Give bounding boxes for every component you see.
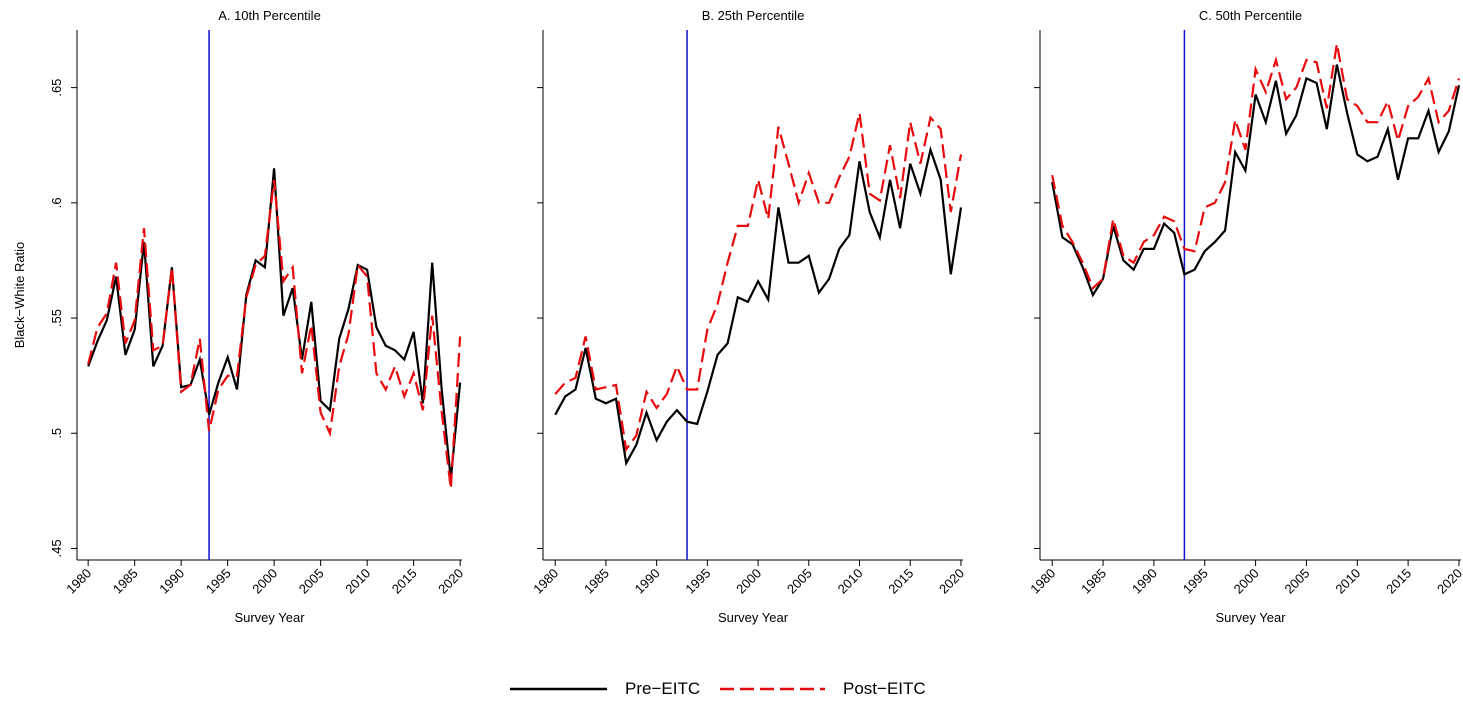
series-line xyxy=(87,168,462,480)
x-axis-label: Survey Year xyxy=(234,610,305,625)
x-tick-label: 1995 xyxy=(682,566,713,597)
x-axis-label: Survey Year xyxy=(718,610,789,625)
panel-title: A. 10th Percentile xyxy=(218,8,321,23)
series-line xyxy=(87,179,462,489)
series-line xyxy=(1051,64,1461,298)
x-tick-label: 1985 xyxy=(110,566,141,597)
x-tick-label: 2010 xyxy=(342,566,373,597)
x-tick-label: 2000 xyxy=(733,566,764,597)
x-axis-label: Survey Year xyxy=(1215,610,1286,625)
x-tick-label: 2020 xyxy=(1434,566,1463,597)
panel-title: C. 50th Percentile xyxy=(1199,8,1302,23)
x-tick-label: 1980 xyxy=(63,566,94,597)
y-tick-label: .55 xyxy=(49,309,64,327)
x-tick-label: 2005 xyxy=(784,566,815,597)
x-tick-label: 2010 xyxy=(1332,566,1363,597)
y-tick-label: .65 xyxy=(49,79,64,97)
y-axis-label: Black−White Ratio xyxy=(12,242,27,349)
series-line xyxy=(1051,43,1461,290)
y-tick-label: .5 xyxy=(49,428,64,439)
x-tick-label: 2010 xyxy=(835,566,866,597)
x-tick-label: 2000 xyxy=(249,566,280,597)
y-tick-label: .45 xyxy=(49,539,64,557)
x-tick-label: 1995 xyxy=(1180,566,1211,597)
x-tick-label: 2020 xyxy=(936,566,967,597)
x-tick-label: 2015 xyxy=(389,566,420,597)
x-tick-label: 2000 xyxy=(1231,566,1262,597)
x-tick-label: 2020 xyxy=(435,566,466,597)
series-line xyxy=(554,145,963,467)
series-line xyxy=(554,112,963,453)
x-tick-label: 1980 xyxy=(1027,566,1058,597)
x-tick-label: 1980 xyxy=(530,566,561,597)
x-tick-label: 2005 xyxy=(1281,566,1312,597)
x-tick-label: 1985 xyxy=(1078,566,1109,597)
legend-label: Post−EITC xyxy=(843,679,926,698)
x-tick-label: 2005 xyxy=(296,566,327,597)
x-tick-label: 2015 xyxy=(1383,566,1414,597)
legend-label: Pre−EITC xyxy=(625,679,700,698)
x-tick-label: 1985 xyxy=(581,566,612,597)
x-tick-label: 2015 xyxy=(885,566,916,597)
y-tick-label: .6 xyxy=(49,197,64,208)
panel-title: B. 25th Percentile xyxy=(702,8,805,23)
x-tick-label: 1990 xyxy=(156,566,187,597)
x-tick-label: 1990 xyxy=(632,566,663,597)
x-tick-label: 1990 xyxy=(1129,566,1160,597)
x-tick-label: 1995 xyxy=(203,566,234,597)
